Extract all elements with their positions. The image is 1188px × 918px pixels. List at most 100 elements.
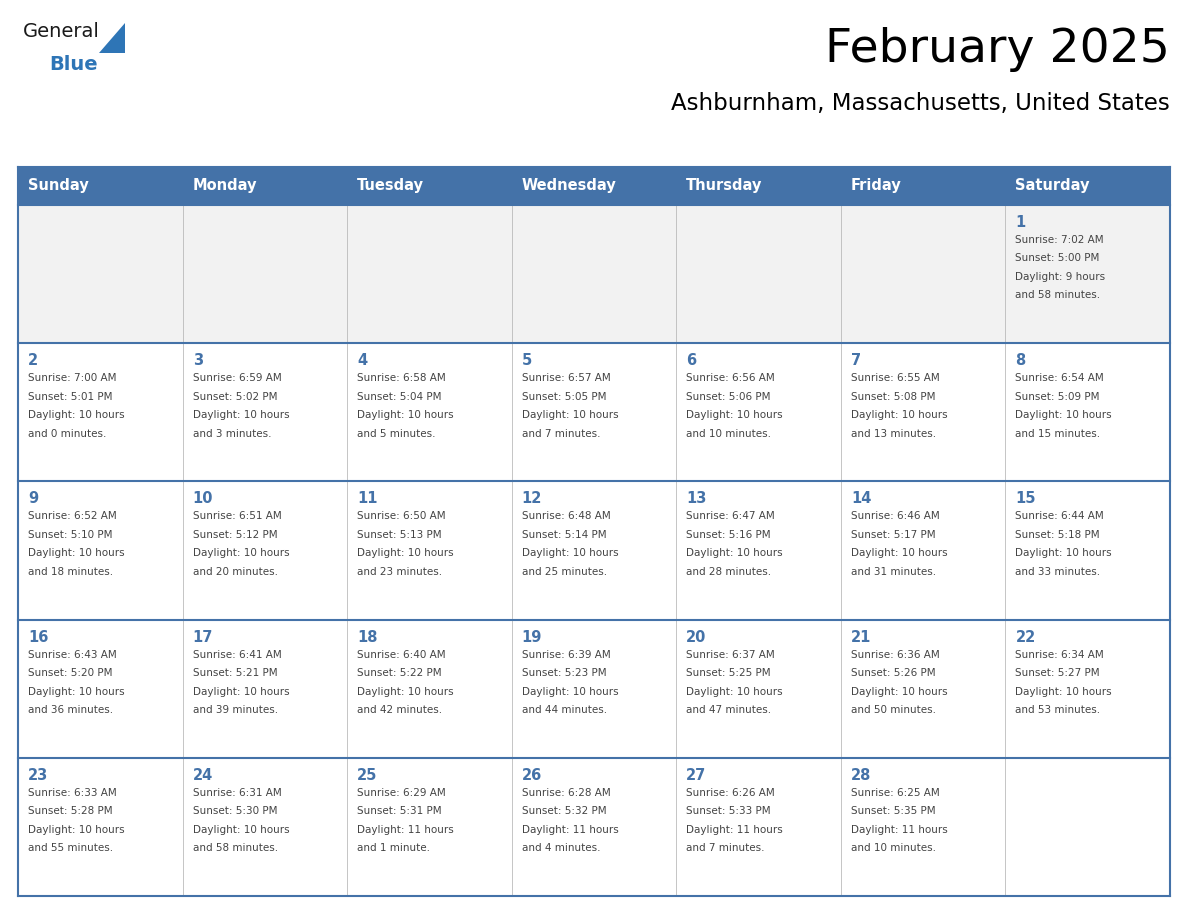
Text: Daylight: 10 hours: Daylight: 10 hours [192, 410, 289, 420]
Text: Daylight: 10 hours: Daylight: 10 hours [29, 824, 125, 834]
Text: and 53 minutes.: and 53 minutes. [1016, 705, 1100, 715]
Text: 25: 25 [358, 767, 378, 783]
Text: and 36 minutes.: and 36 minutes. [29, 705, 113, 715]
Text: Blue: Blue [49, 55, 97, 74]
Text: Sunset: 5:32 PM: Sunset: 5:32 PM [522, 806, 606, 816]
Text: Sunrise: 6:37 AM: Sunrise: 6:37 AM [687, 650, 775, 660]
Text: Daylight: 10 hours: Daylight: 10 hours [687, 687, 783, 697]
Text: Sunrise: 6:54 AM: Sunrise: 6:54 AM [1016, 374, 1104, 383]
Text: Ashburnham, Massachusetts, United States: Ashburnham, Massachusetts, United States [671, 92, 1170, 115]
Bar [347, 167, 512, 205]
Text: Sunrise: 6:40 AM: Sunrise: 6:40 AM [358, 650, 446, 660]
Bar [18, 167, 183, 205]
Bar [512, 205, 676, 343]
Bar [183, 205, 347, 343]
Text: 19: 19 [522, 630, 542, 644]
Text: Sunrise: 6:47 AM: Sunrise: 6:47 AM [687, 511, 775, 521]
Text: Sunset: 5:28 PM: Sunset: 5:28 PM [29, 806, 113, 816]
Text: and 18 minutes.: and 18 minutes. [29, 567, 113, 577]
Text: and 25 minutes.: and 25 minutes. [522, 567, 607, 577]
Bar [18, 757, 183, 896]
Text: Sunrise: 6:52 AM: Sunrise: 6:52 AM [29, 511, 116, 521]
Text: and 20 minutes.: and 20 minutes. [192, 567, 278, 577]
Text: Daylight: 10 hours: Daylight: 10 hours [29, 687, 125, 697]
Bar [841, 620, 1005, 757]
Text: Sunset: 5:21 PM: Sunset: 5:21 PM [192, 668, 277, 678]
Bar [1005, 481, 1170, 620]
Text: February 2025: February 2025 [826, 27, 1170, 72]
Bar [1005, 757, 1170, 896]
Bar [512, 620, 676, 757]
Text: Thursday: Thursday [687, 178, 763, 194]
Text: and 55 minutes.: and 55 minutes. [29, 844, 113, 854]
Bar [841, 343, 1005, 481]
Text: Daylight: 10 hours: Daylight: 10 hours [851, 687, 948, 697]
Text: Daylight: 10 hours: Daylight: 10 hours [687, 410, 783, 420]
Bar [18, 205, 183, 343]
Text: Sunday: Sunday [29, 178, 89, 194]
Text: Sunrise: 6:55 AM: Sunrise: 6:55 AM [851, 374, 940, 383]
Text: Daylight: 10 hours: Daylight: 10 hours [29, 410, 125, 420]
Bar [183, 343, 347, 481]
Text: Daylight: 10 hours: Daylight: 10 hours [358, 410, 454, 420]
Bar [512, 343, 676, 481]
Text: Daylight: 10 hours: Daylight: 10 hours [851, 548, 948, 558]
Text: Sunset: 5:31 PM: Sunset: 5:31 PM [358, 806, 442, 816]
Text: Sunset: 5:35 PM: Sunset: 5:35 PM [851, 806, 935, 816]
Text: Sunset: 5:06 PM: Sunset: 5:06 PM [687, 392, 771, 402]
Text: Sunset: 5:10 PM: Sunset: 5:10 PM [29, 530, 113, 540]
Text: and 15 minutes.: and 15 minutes. [1016, 429, 1100, 439]
Bar [18, 343, 183, 481]
Text: Sunset: 5:26 PM: Sunset: 5:26 PM [851, 668, 935, 678]
Text: 1: 1 [1016, 215, 1025, 230]
Text: Daylight: 10 hours: Daylight: 10 hours [358, 548, 454, 558]
Bar [347, 205, 512, 343]
Text: Sunrise: 6:46 AM: Sunrise: 6:46 AM [851, 511, 940, 521]
Text: Sunrise: 6:28 AM: Sunrise: 6:28 AM [522, 788, 611, 798]
Bar [347, 620, 512, 757]
Bar [841, 205, 1005, 343]
Text: and 39 minutes.: and 39 minutes. [192, 705, 278, 715]
Text: 7: 7 [851, 353, 861, 368]
Text: Sunrise: 6:39 AM: Sunrise: 6:39 AM [522, 650, 611, 660]
Text: 2: 2 [29, 353, 38, 368]
Bar [676, 167, 841, 205]
Text: 3: 3 [192, 353, 203, 368]
Bar [183, 757, 347, 896]
Text: General: General [23, 22, 100, 41]
Text: and 7 minutes.: and 7 minutes. [687, 844, 765, 854]
Text: 26: 26 [522, 767, 542, 783]
Text: and 1 minute.: and 1 minute. [358, 844, 430, 854]
Text: Friday: Friday [851, 178, 902, 194]
Text: Sunrise: 6:50 AM: Sunrise: 6:50 AM [358, 511, 446, 521]
Text: and 23 minutes.: and 23 minutes. [358, 567, 442, 577]
Bar [18, 481, 183, 620]
Text: Daylight: 11 hours: Daylight: 11 hours [522, 824, 619, 834]
Text: 12: 12 [522, 491, 542, 507]
Text: 10: 10 [192, 491, 213, 507]
Text: Sunrise: 6:59 AM: Sunrise: 6:59 AM [192, 374, 282, 383]
Text: 11: 11 [358, 491, 378, 507]
Text: Sunset: 5:14 PM: Sunset: 5:14 PM [522, 530, 606, 540]
Polygon shape [99, 23, 125, 53]
Text: Daylight: 10 hours: Daylight: 10 hours [1016, 410, 1112, 420]
Text: 28: 28 [851, 767, 871, 783]
Text: Sunrise: 6:29 AM: Sunrise: 6:29 AM [358, 788, 446, 798]
Text: 8: 8 [1016, 353, 1025, 368]
Bar [347, 343, 512, 481]
Text: 14: 14 [851, 491, 871, 507]
Text: and 10 minutes.: and 10 minutes. [851, 844, 936, 854]
Text: Sunrise: 6:25 AM: Sunrise: 6:25 AM [851, 788, 940, 798]
Text: 5: 5 [522, 353, 532, 368]
Bar [841, 481, 1005, 620]
Text: Sunset: 5:02 PM: Sunset: 5:02 PM [192, 392, 277, 402]
Text: Sunrise: 6:43 AM: Sunrise: 6:43 AM [29, 650, 116, 660]
Text: Sunset: 5:18 PM: Sunset: 5:18 PM [1016, 530, 1100, 540]
Text: and 10 minutes.: and 10 minutes. [687, 429, 771, 439]
Bar [1005, 620, 1170, 757]
Text: Monday: Monday [192, 178, 257, 194]
Text: Sunrise: 6:34 AM: Sunrise: 6:34 AM [1016, 650, 1104, 660]
Text: Daylight: 10 hours: Daylight: 10 hours [522, 410, 618, 420]
Text: Daylight: 10 hours: Daylight: 10 hours [851, 410, 948, 420]
Text: Sunset: 5:04 PM: Sunset: 5:04 PM [358, 392, 442, 402]
